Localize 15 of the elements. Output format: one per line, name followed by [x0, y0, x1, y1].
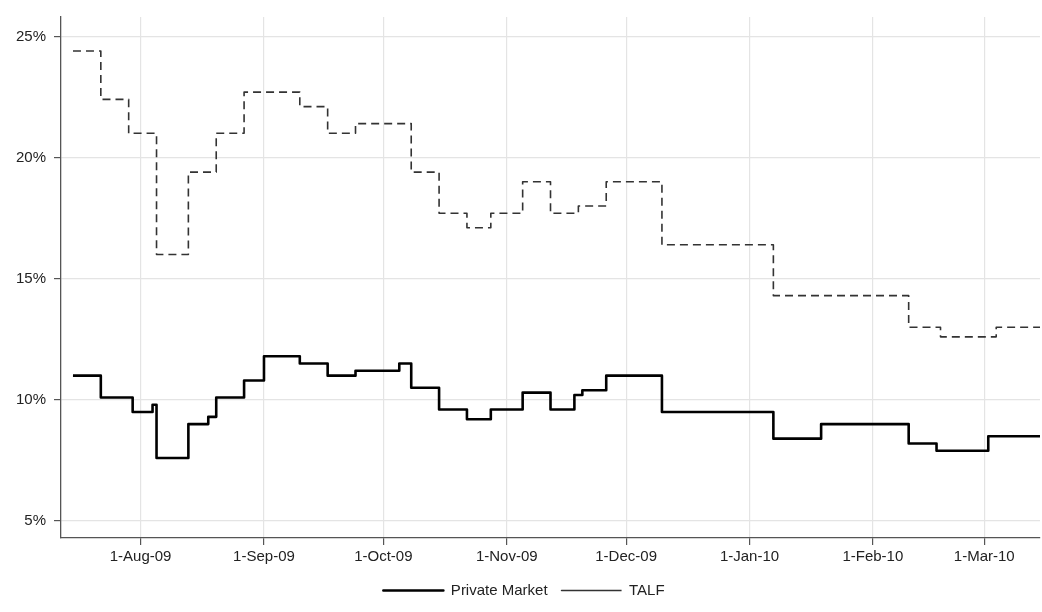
x-tick-label: 1-Oct-09	[354, 547, 413, 565]
x-tick-label: 1-Feb-10	[842, 547, 904, 565]
y-tick-label: 25%	[15, 26, 47, 44]
y-tick-label: 15%	[15, 268, 47, 286]
legend-label: TALF	[629, 580, 665, 598]
x-tick-label: 1-Jan-10	[719, 547, 780, 565]
x-tick-label: 1-Aug-09	[109, 547, 172, 565]
legend-label: Private Market	[450, 580, 549, 598]
y-tick-label: 10%	[15, 390, 47, 408]
x-tick-label: 1-Sep-09	[233, 547, 295, 565]
x-tick-label: 1-Nov-09	[475, 547, 538, 565]
x-tick-label: 1-Mar-10	[953, 547, 1015, 565]
y-tick-label: 20%	[15, 147, 47, 165]
y-tick-label: 5%	[24, 511, 47, 529]
x-tick-label: 1-Dec-09	[595, 547, 657, 565]
